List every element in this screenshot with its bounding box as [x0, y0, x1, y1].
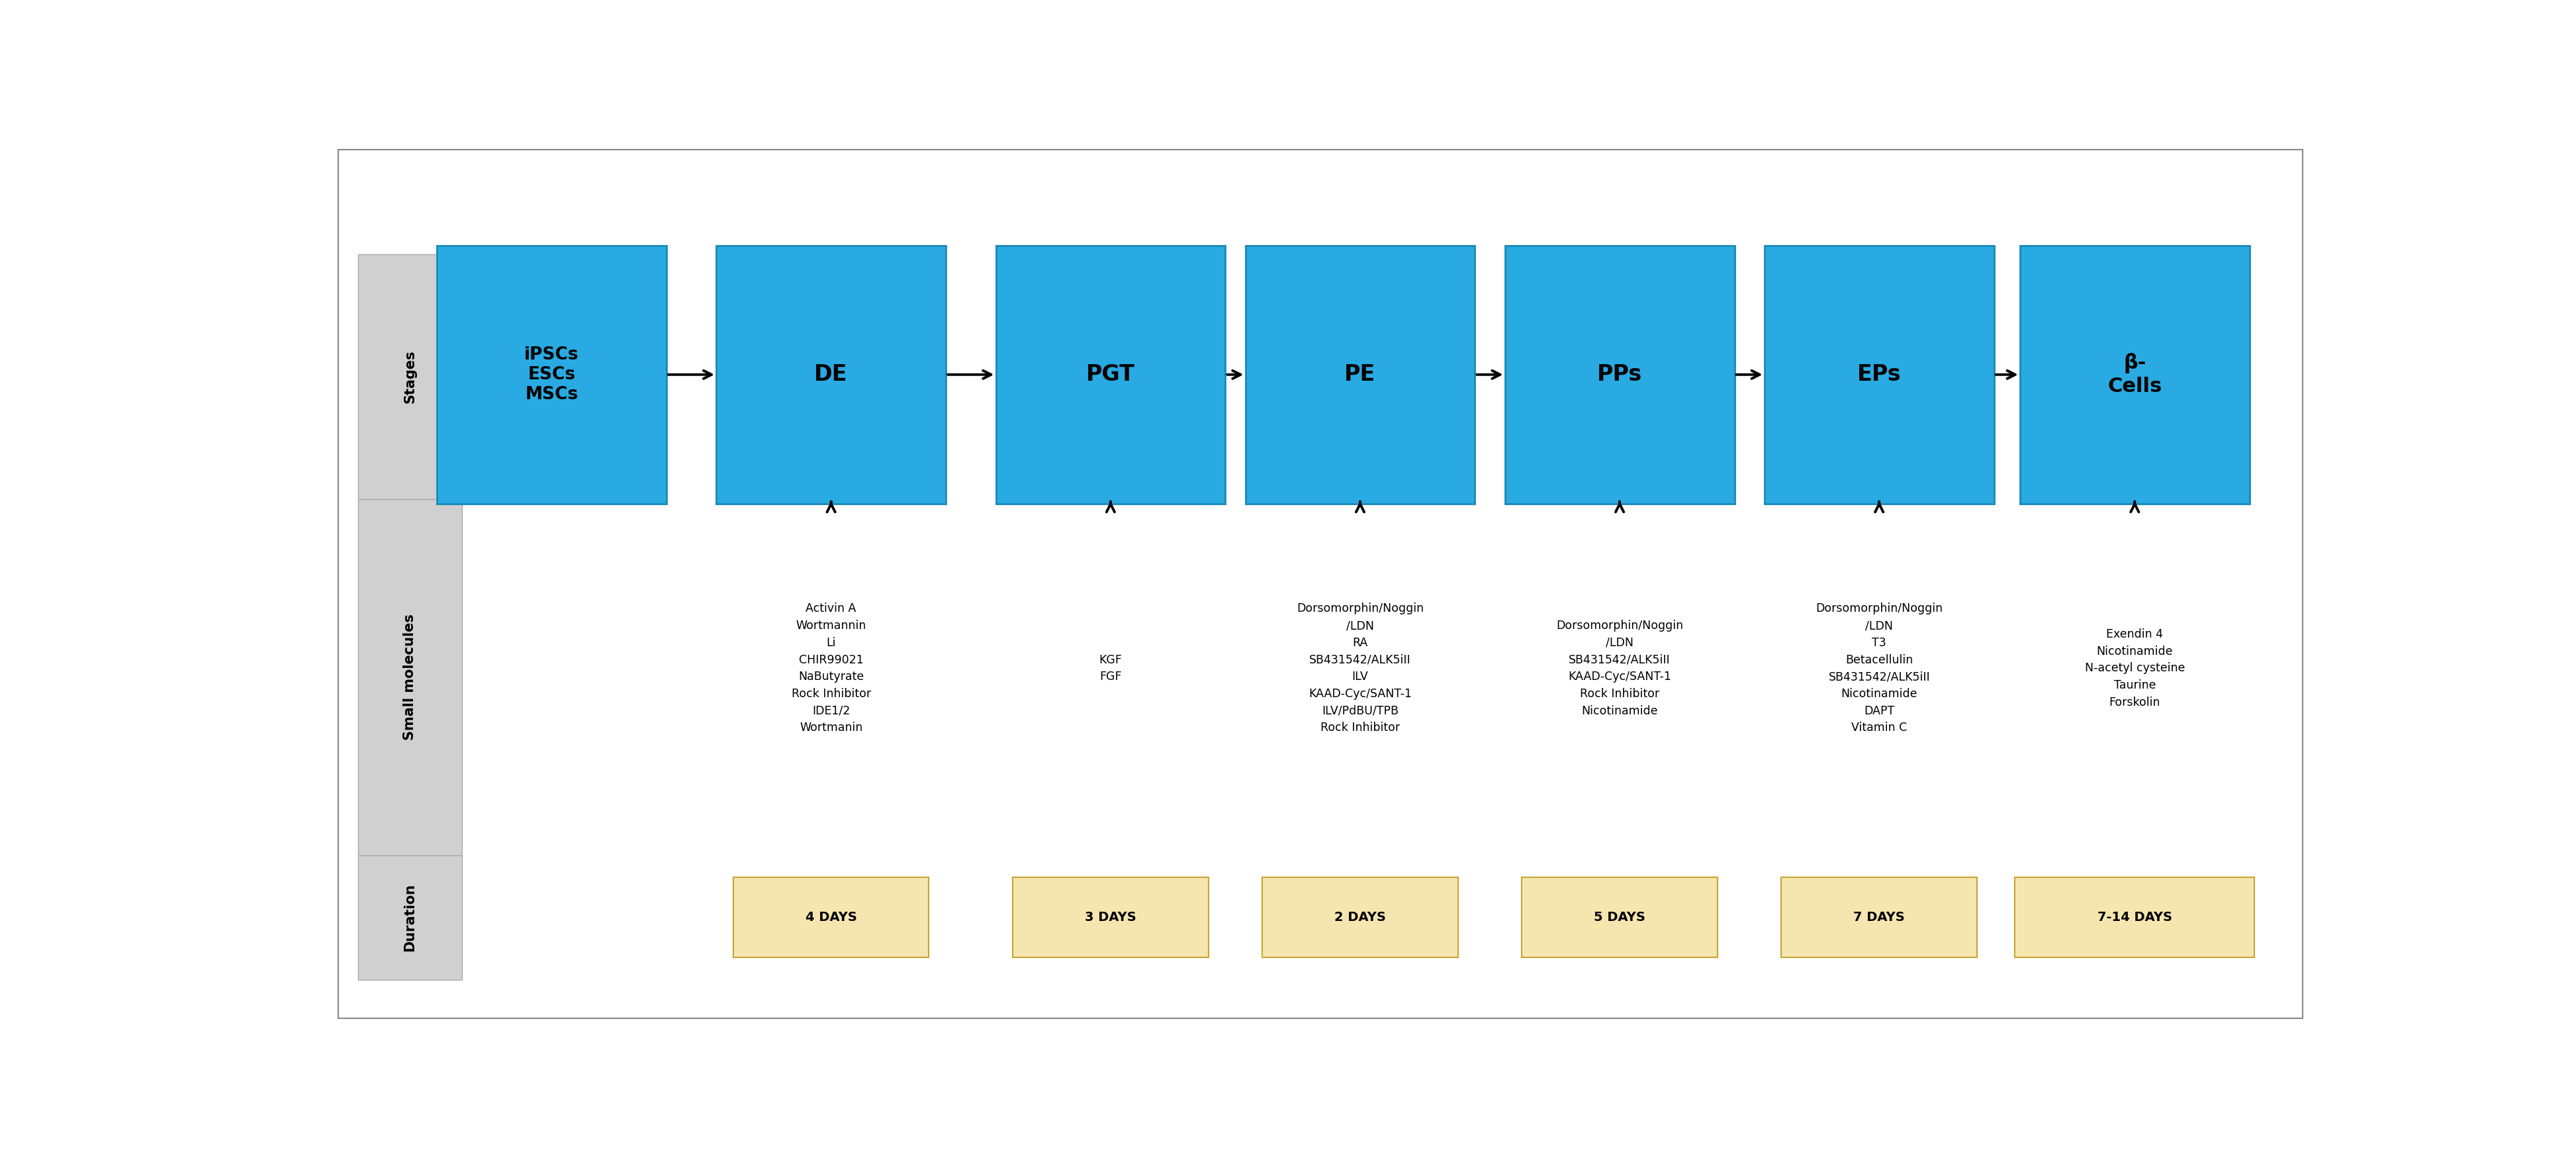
Text: EPs: EPs: [1857, 364, 1901, 386]
FancyBboxPatch shape: [2020, 245, 2249, 504]
Text: PGT: PGT: [1087, 364, 1136, 386]
Text: 7-14 DAYS: 7-14 DAYS: [2097, 911, 2172, 924]
Text: 7 DAYS: 7 DAYS: [1855, 911, 1904, 924]
FancyBboxPatch shape: [1012, 877, 1208, 957]
Text: 2 DAYS: 2 DAYS: [1334, 911, 1386, 924]
FancyBboxPatch shape: [2014, 877, 2254, 957]
FancyBboxPatch shape: [337, 149, 2303, 1018]
Text: 3 DAYS: 3 DAYS: [1084, 911, 1136, 924]
Text: Dorsomorphin/Noggin
/LDN
T3
Betacellulin
SB431542/ALK5iII
Nicotinamide
DAPT
Vita: Dorsomorphin/Noggin /LDN T3 Betacellulin…: [1816, 602, 1942, 734]
FancyBboxPatch shape: [358, 254, 461, 499]
Text: Exendin 4
Nicotinamide
N-acetyl cysteine
Taurine
Forskolin: Exendin 4 Nicotinamide N-acetyl cysteine…: [2084, 629, 2184, 709]
Text: Dorsomorphin/Noggin
/LDN
RA
SB431542/ALK5iII
ILV
KAAD-Cyc/SANT-1
ILV/PdBU/TPB
Ro: Dorsomorphin/Noggin /LDN RA SB431542/ALK…: [1296, 602, 1425, 734]
Text: KGF
FGF: KGF FGF: [1100, 654, 1123, 683]
FancyBboxPatch shape: [1522, 877, 1718, 957]
Text: β-
Cells: β- Cells: [2107, 354, 2161, 397]
FancyBboxPatch shape: [1765, 245, 1994, 504]
Text: PE: PE: [1345, 364, 1376, 386]
FancyBboxPatch shape: [1783, 877, 1976, 957]
Text: 4 DAYS: 4 DAYS: [806, 911, 858, 924]
FancyBboxPatch shape: [1504, 245, 1734, 504]
FancyBboxPatch shape: [716, 245, 945, 504]
Text: Activin A
Wortmannin
Li
CHIR99021
NaButyrate
Rock Inhibitor
IDE1/2
Wortmanin: Activin A Wortmannin Li CHIR99021 NaButy…: [791, 602, 871, 734]
Text: Small molecules: Small molecules: [404, 614, 417, 741]
Text: Stages: Stages: [404, 350, 417, 403]
Text: Dorsomorphin/Noggin
/LDN
SB431542/ALK5iII
KAAD-Cyc/SANT-1
Rock Inhibitor
Nicotin: Dorsomorphin/Noggin /LDN SB431542/ALK5iI…: [1556, 620, 1682, 717]
FancyBboxPatch shape: [358, 855, 461, 980]
Text: PPs: PPs: [1597, 364, 1643, 386]
FancyBboxPatch shape: [1244, 245, 1476, 504]
FancyBboxPatch shape: [997, 245, 1226, 504]
Text: iPSCs
ESCs
MSCs: iPSCs ESCs MSCs: [526, 346, 580, 403]
FancyBboxPatch shape: [438, 245, 667, 504]
Text: 5 DAYS: 5 DAYS: [1595, 911, 1646, 924]
FancyBboxPatch shape: [358, 499, 461, 855]
Text: DE: DE: [814, 364, 848, 386]
FancyBboxPatch shape: [1262, 877, 1458, 957]
FancyBboxPatch shape: [734, 877, 930, 957]
Text: Duration: Duration: [404, 883, 417, 951]
